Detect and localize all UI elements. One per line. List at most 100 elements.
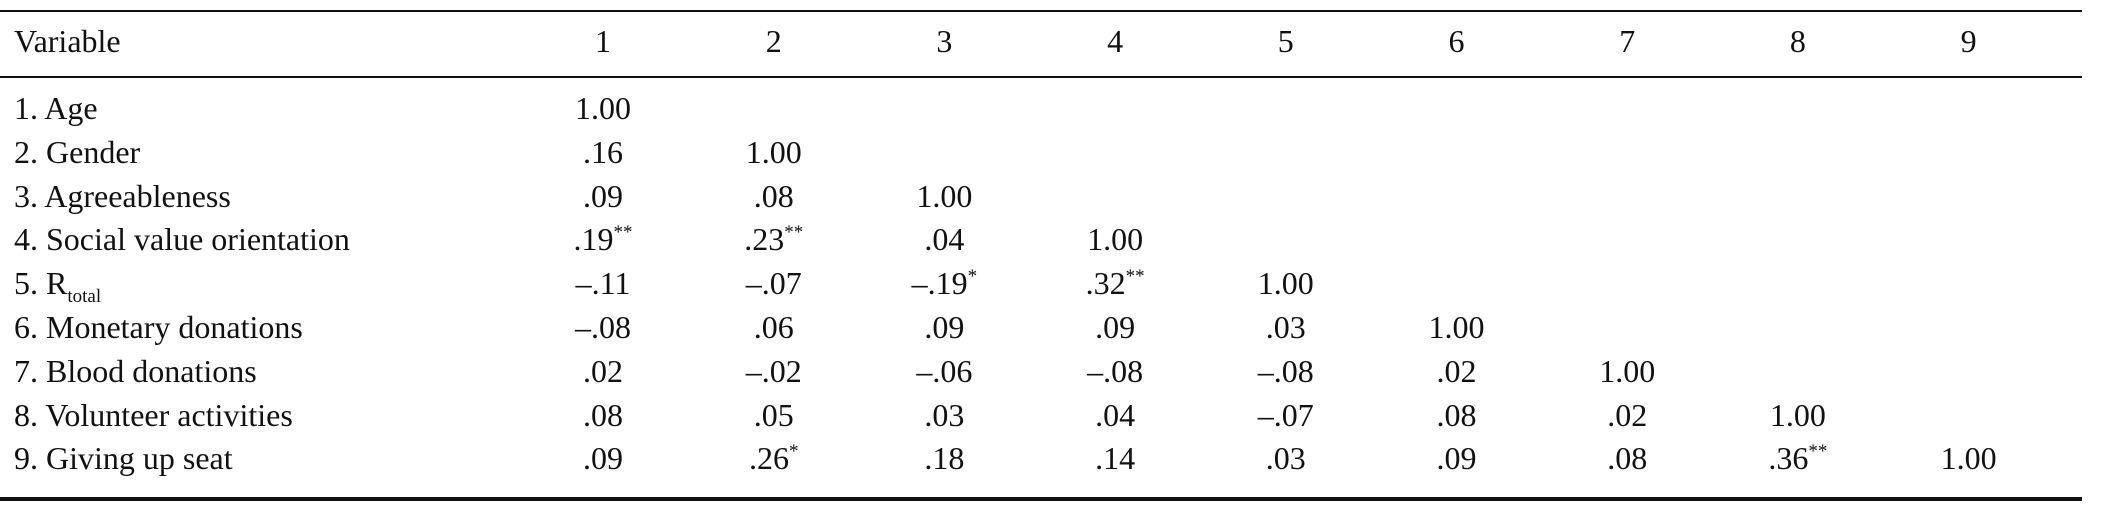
cell: .09 [1437,442,1477,474]
label-text: 6. Monetary donations [14,309,303,345]
cell-value: .05 [753,396,794,433]
cell: –.11 [576,267,631,299]
cell-value: 1.00 [575,90,631,126]
row-label: 6. Monetary donations [14,311,303,343]
cell: .03 [1266,442,1306,474]
cell-value: 1.00 [1428,309,1485,345]
row-label: 5. Rtotal [14,265,101,306]
cell: .14 [1095,442,1135,474]
row-label: 9. Giving up seat [14,442,233,474]
cell-value: –.08 [1087,352,1144,389]
label-text: 2. Gender [14,133,141,170]
row-label: 1. Age [14,92,98,124]
cell-value: 1.00 [1087,221,1144,258]
label-subscript: total [67,286,102,308]
label-text: 1. Age [14,90,98,126]
cell-value: 1.00 [745,133,802,170]
bottom-rule [0,497,2082,501]
cell: .04 [924,223,964,255]
cell: .03 [924,399,964,431]
cell-value: .08 [753,177,794,214]
cell-value: .09 [1095,309,1136,345]
cell-value: –.06 [916,352,973,389]
cell-value: .16 [583,133,623,170]
cell: .23** [744,223,803,255]
label-text: 8. Volunteer activities [14,396,293,433]
cell: .09 [583,180,623,212]
cell-value: .04 [924,221,965,258]
cell-value: –.07 [1257,396,1314,433]
cell: 1.00 [1258,267,1314,299]
label-text: 3. Agreeableness [14,177,231,214]
cell-value: .26 [748,440,789,477]
row-label: 2. Gender [14,136,140,168]
cell: .06 [754,311,794,343]
cell-value: .08 [583,396,623,433]
column-header: Variable [14,23,121,59]
cell-value: –.08 [575,309,631,345]
cell-value: 1.00 [1257,265,1314,302]
cell: .09 [924,311,964,343]
row-label: 4. Social value orientation [14,223,350,255]
cell: 1.00 [1429,311,1485,343]
label-text: 7. Blood donations [14,352,257,389]
header-rule [0,76,2082,78]
cell: –.08 [1258,355,1314,387]
cell: –.19* [912,267,978,299]
cell-value: .02 [583,352,623,389]
cell: –.07 [746,267,802,299]
column-header: 5 [1277,23,1294,59]
cell: 1.00 [1087,223,1143,255]
column-header: 9 [1960,23,1977,59]
label-text: 5. R [14,265,68,302]
cell-value: .19 [573,221,614,258]
significance: * [788,441,799,463]
cell-value: –.08 [1257,352,1314,389]
cell: 1.00 [575,92,631,124]
significance: * [967,266,978,288]
cell: .16 [583,136,623,168]
cell-value: .03 [1265,309,1306,345]
column-header: 1 [595,23,611,59]
cell: 1.00 [1770,399,1826,431]
cell-value: –.19 [911,265,968,302]
cell-value: .09 [583,177,623,214]
significance: ** [1125,266,1145,288]
row-label: 8. Volunteer activities [14,399,293,431]
cell: .03 [1266,311,1306,343]
cell-value: .23 [744,221,785,258]
cell: .19** [574,223,633,255]
cell: 1.00 [746,136,802,168]
cell: .02 [1437,355,1477,387]
cell: –.07 [1258,399,1314,431]
cell-value: .09 [1436,440,1477,477]
cell-value: .09 [924,309,965,345]
cell: 1.00 [916,180,972,212]
label-text: 9. Giving up seat [14,440,233,477]
cell-value: .36 [1768,440,1809,477]
cell-value: –.02 [745,352,802,389]
row-label: 3. Agreeableness [14,180,231,212]
column-header: 8 [1789,23,1806,59]
cell-value: 1.00 [1940,440,1997,477]
cell-value: 1.00 [1769,396,1826,433]
cell: –.02 [746,355,802,387]
cell: .08 [1607,442,1647,474]
cell: .09 [1095,311,1135,343]
cell-value: .14 [1095,440,1136,477]
cell: 1.00 [1599,355,1655,387]
cell: –.06 [916,355,972,387]
cell: –.08 [1087,355,1143,387]
cell: .02 [583,355,623,387]
cell-value: .04 [1095,396,1136,433]
column-header: 2 [765,23,782,59]
cell: .08 [754,180,794,212]
cell: .05 [754,399,794,431]
cell-value: .08 [1436,396,1477,433]
cell-value: .32 [1085,265,1126,302]
cell-value: .03 [924,396,965,433]
cell-value: .02 [1607,396,1648,433]
cell: .32** [1086,267,1145,299]
cell-value: .03 [1265,440,1306,477]
